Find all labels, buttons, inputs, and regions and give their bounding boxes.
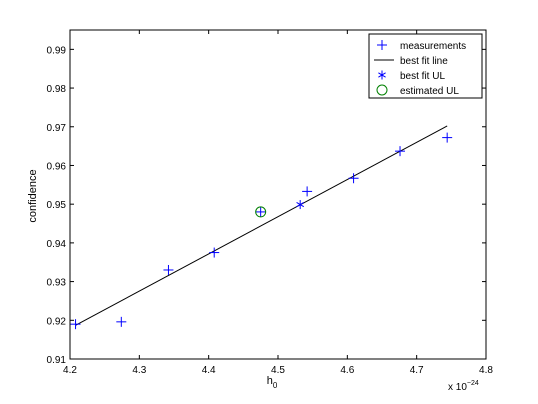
y-axis-ticks: 0.91 0.92 0.93 0.94 0.95 0.96 0.97 0.98 0.99 <box>47 45 486 366</box>
legend-entry: measurements <box>377 40 466 52</box>
legend: measurements best fit line best fit UL esti… <box>368 33 483 99</box>
legend-star-swatch <box>378 70 386 80</box>
best-fit-line <box>75 125 448 326</box>
measurement-point <box>395 146 406 157</box>
y-tick-label: 0.94 <box>47 239 67 250</box>
y-tick-label: 0.99 <box>47 45 67 56</box>
x-axis-ticks: 4.2 4.3 4.4 4.5 4.6 4.7 4.8 <box>63 30 493 376</box>
measurement-point <box>442 132 453 143</box>
x-axis-multiplier-exponent: −24 <box>467 380 479 387</box>
legend-circle-swatch <box>376 84 388 96</box>
x-axis-label: h0 <box>267 375 278 390</box>
x-tick-label: 4.2 <box>63 365 77 376</box>
series-layer <box>70 125 453 330</box>
x-tick-label: 4.7 <box>410 365 424 376</box>
legend-entry: best fit UL <box>378 70 445 82</box>
measurement-point <box>70 319 81 330</box>
x-axis-label-main: h <box>267 375 273 387</box>
x-tick-label: 4.5 <box>271 365 285 376</box>
x-tick-label: 4.8 <box>479 365 493 376</box>
y-tick-label: 0.91 <box>47 355 67 366</box>
y-tick-label: 0.96 <box>47 161 67 172</box>
x-tick-label: 4.3 <box>132 365 146 376</box>
legend-label: best fit UL <box>400 71 445 82</box>
estimated-ul-point <box>255 206 267 218</box>
x-tick-label: 4.4 <box>202 365 216 376</box>
x-axis-multiplier: x 10−24 <box>448 380 479 393</box>
x-axis-multiplier-base: x 10 <box>448 382 467 393</box>
x-axis-label-subscript: 0 <box>273 381 278 390</box>
legend-star-swatch-d2 <box>378 72 386 78</box>
legend-label: measurements <box>400 41 466 52</box>
measurement-point <box>116 316 127 327</box>
measurement-point <box>209 247 220 258</box>
legend-entry: best fit line <box>374 56 448 67</box>
y-tick-label: 0.92 <box>47 316 67 327</box>
measurement-point <box>348 173 359 184</box>
measurement-point <box>302 186 313 197</box>
legend-entries: measurements best fit line best fit UL esti… <box>374 40 466 97</box>
y-tick-label: 0.95 <box>47 200 67 211</box>
measurement-point <box>255 206 266 217</box>
best-fit-ul-point <box>296 200 305 210</box>
legend-plus-swatch <box>377 40 387 50</box>
legend-entry: estimated UL <box>376 84 459 97</box>
legend-label: best fit line <box>400 56 448 67</box>
x-tick-label: 4.6 <box>340 365 354 376</box>
legend-box <box>368 33 483 99</box>
y-tick-label: 0.93 <box>47 278 67 289</box>
measurement-point <box>163 264 174 275</box>
legend-label: estimated UL <box>400 86 459 97</box>
y-tick-label: 0.97 <box>47 123 67 134</box>
best-fit-ul-point-d2 <box>296 201 305 208</box>
y-tick-label: 0.98 <box>47 84 67 95</box>
y-axis-label: confidence <box>27 169 39 222</box>
